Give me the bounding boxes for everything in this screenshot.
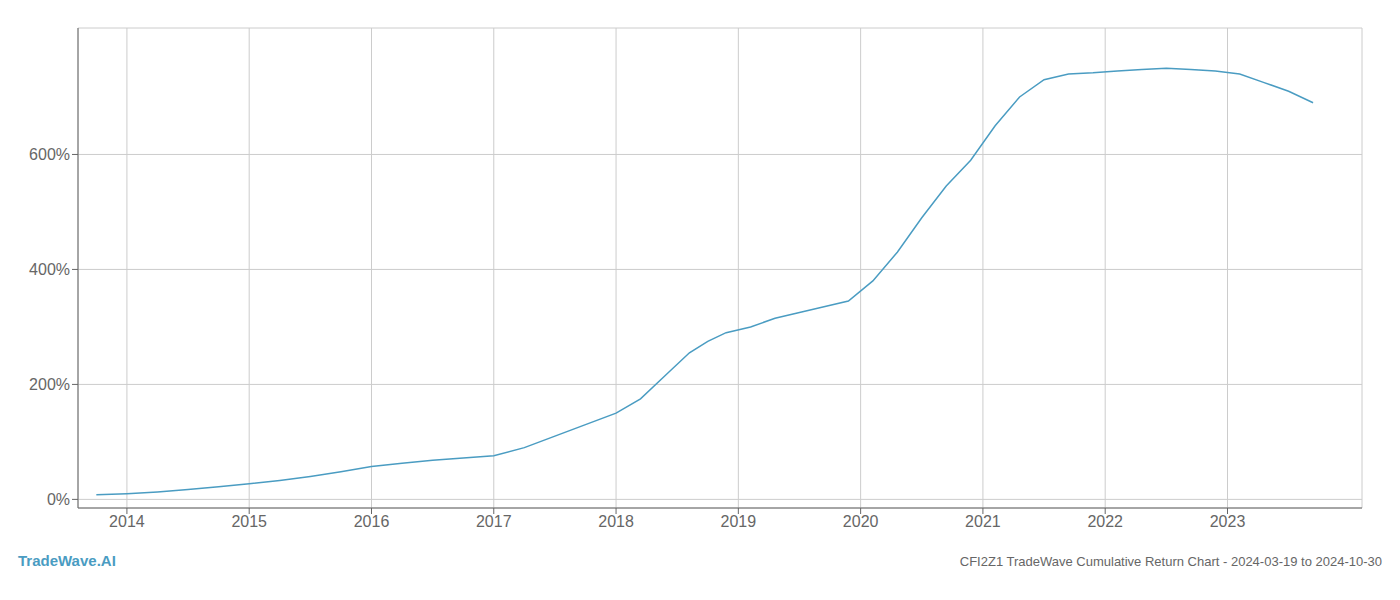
svg-text:2014: 2014 (109, 513, 145, 530)
html-text:CFI2Z1 TradeWave Cumulative Re: CFI2Z1 TradeWave Cumulative Return Chart… (959, 554, 1382, 569)
svg-text:200%: 200% (29, 376, 70, 393)
svg-text:2021: 2021 (965, 513, 1001, 530)
svg-text:600%: 600% (29, 146, 70, 163)
svg-text:2023: 2023 (1210, 513, 1246, 530)
svg-text:2018: 2018 (598, 513, 634, 530)
svg-text:2015: 2015 (231, 513, 267, 530)
svg-text:2016: 2016 (354, 513, 390, 530)
svg-text:2017: 2017 (476, 513, 512, 530)
html-text:TradeWave.AI: TradeWave.AI (18, 552, 116, 569)
svg-text:2019: 2019 (721, 513, 757, 530)
svg-text:400%: 400% (29, 261, 70, 278)
svg-text:0%: 0% (47, 491, 70, 508)
svg-text:2022: 2022 (1087, 513, 1123, 530)
svg-text:2020: 2020 (843, 513, 879, 530)
